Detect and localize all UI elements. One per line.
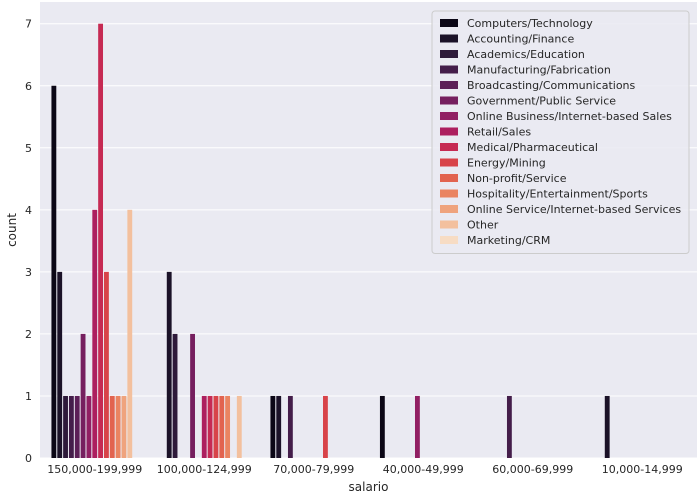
y-tick-label: 0: [25, 452, 32, 465]
bar: [104, 271, 109, 458]
x-tick-label: 100,000-124,999: [157, 463, 252, 476]
bar: [270, 395, 276, 458]
legend-swatch: [440, 50, 458, 58]
legend-swatch: [440, 34, 458, 43]
bars: [51, 23, 610, 459]
y-tick-label: 6: [25, 80, 32, 93]
legend-swatch: [440, 143, 458, 151]
legend-label: Retail/Sales: [467, 126, 531, 139]
y-tick-label: 2: [25, 328, 32, 341]
bar: [213, 395, 219, 458]
bar: [74, 395, 80, 458]
legend-label: Medical/Pharmaceutical: [467, 141, 598, 154]
bar: [166, 271, 172, 458]
bar: [276, 395, 282, 458]
bar: [287, 395, 293, 458]
legend-swatch: [440, 205, 458, 213]
bar: [225, 395, 231, 458]
bar: [98, 23, 104, 458]
y-tick-label: 7: [25, 18, 32, 31]
legend-swatch: [440, 81, 458, 89]
bar: [219, 395, 225, 458]
legend-swatch: [440, 19, 458, 27]
legend-swatch: [440, 65, 458, 74]
legend-label: Non-profit/Service: [467, 172, 567, 185]
bar: [414, 395, 420, 458]
legend-swatch: [440, 236, 458, 244]
x-axis-label: salario: [349, 480, 389, 494]
bar: [51, 85, 57, 459]
bar: [68, 395, 74, 458]
legend-swatch: [440, 220, 458, 229]
legend-label: Online Service/Internet-based Services: [467, 203, 681, 216]
bar: [207, 395, 213, 458]
bar: [323, 395, 328, 458]
legend-label: Energy/Mining: [467, 157, 546, 170]
bar: [86, 395, 92, 458]
x-tick-label: 10,000-14,999: [602, 463, 683, 476]
legend-label: Other: [467, 219, 499, 232]
legend-swatch: [440, 189, 458, 198]
bar: [80, 333, 86, 458]
legend-label: Marketing/CRM: [467, 234, 550, 247]
bar: [379, 395, 385, 458]
x-tick-label: 40,000-49,999: [383, 463, 464, 476]
bar: [127, 209, 133, 458]
legend-label: Accounting/Finance: [467, 33, 574, 46]
legend-label: Online Business/Internet-based Sales: [467, 110, 672, 123]
y-tick-label: 1: [25, 390, 32, 403]
bar: [121, 395, 127, 458]
legend-swatch: [440, 112, 458, 120]
bar: [236, 395, 242, 458]
y-tick-label: 4: [25, 204, 32, 217]
bar: [57, 271, 63, 458]
legend: Computers/Technology Accounting/Finance Ac…: [431, 10, 690, 254]
bar: [604, 395, 610, 458]
legend-label: Computers/Technology: [467, 17, 593, 30]
legend-label: Government/Public Service: [467, 95, 616, 108]
y-tick-labels: 0 1 2 3 4 5 6 7: [25, 18, 32, 465]
y-axis-label: count: [5, 213, 19, 247]
legend-swatch: [440, 127, 458, 136]
bar: [63, 395, 68, 458]
legend-label: Hospitality/Entertainment/Sports: [467, 188, 648, 201]
legend-swatch: [440, 158, 458, 167]
bar: [115, 395, 121, 458]
legend-swatch: [440, 96, 458, 105]
bar: [506, 395, 512, 458]
bar: [190, 333, 195, 458]
bar: [92, 209, 98, 458]
legend-swatch: [440, 174, 458, 182]
y-tick-label: 5: [25, 142, 32, 155]
legend-label: Broadcasting/Communications: [467, 79, 636, 92]
legend-label: Academics/Education: [467, 48, 585, 61]
x-tick-label: 150,000-199,999: [47, 463, 142, 476]
legend-label: Manufacturing/Fabrication: [467, 64, 611, 77]
x-tick-labels: 150,000-199,999 100,000-124,999 70,000-79,…: [47, 463, 682, 476]
x-tick-label: 60,000-69,999: [492, 463, 573, 476]
legend-box: [431, 10, 690, 254]
bar: [201, 395, 207, 458]
bar: [109, 395, 115, 458]
y-tick-label: 3: [25, 266, 32, 279]
bar: [172, 333, 178, 458]
x-tick-label: 70,000-79,999: [273, 463, 354, 476]
